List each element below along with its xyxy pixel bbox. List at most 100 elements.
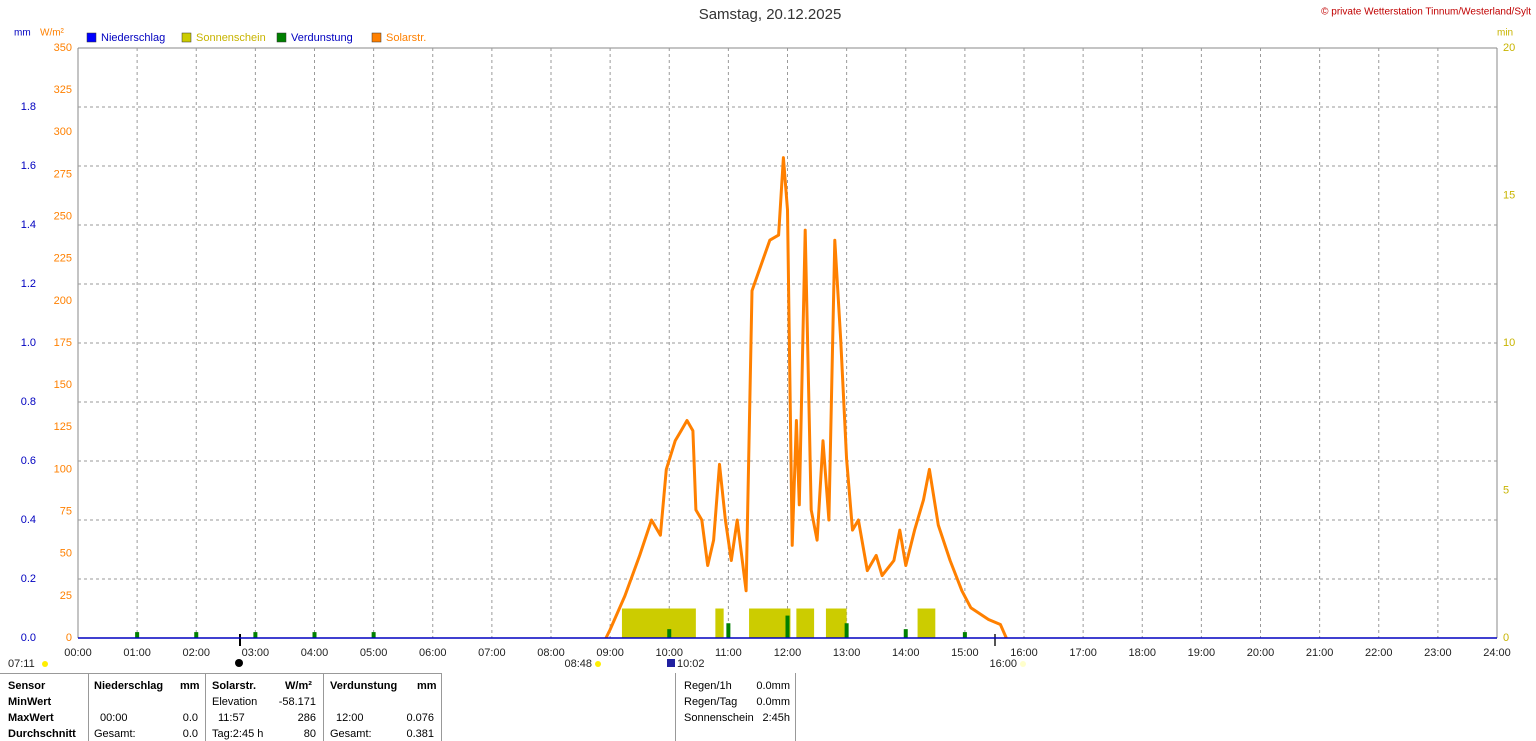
annotation: 16:00 [989, 658, 1017, 670]
y3-tick-label: 25 [60, 590, 72, 602]
x-tick-label: 13:00 [833, 647, 861, 659]
y-tick-label: 0.2 [21, 573, 36, 585]
y-tick-label: 1.8 [21, 101, 36, 113]
separator [0, 673, 441, 674]
table-cell: 0.0 [182, 712, 198, 724]
y3-tick-label: 275 [54, 168, 72, 180]
x-tick-label: 06:00 [419, 647, 447, 659]
x-tick-label: 07:00 [478, 647, 506, 659]
sunshine-bar [715, 608, 724, 638]
y3-tick-label: 150 [54, 379, 72, 391]
table-cell: 0.0mm [756, 696, 790, 708]
bar [253, 632, 258, 638]
bar [371, 632, 376, 638]
bar [903, 629, 908, 638]
x-tick-label: 02:00 [182, 647, 210, 659]
sun-icon [595, 661, 601, 667]
x-tick-label: 04:00 [301, 647, 329, 659]
y3-tick-label: 325 [54, 84, 72, 96]
legend-label: Niederschlag [101, 32, 165, 44]
bar [194, 632, 199, 638]
x-tick-label: 19:00 [1188, 647, 1216, 659]
x-tick-label: 24:00 [1483, 647, 1511, 659]
separator [323, 673, 324, 741]
x-tick-label: 14:00 [892, 647, 920, 659]
table-cell: 0.0 [182, 728, 198, 740]
bar [667, 629, 672, 638]
y-tick-label: 1.4 [21, 219, 36, 231]
y2-tick-label: 0 [1503, 632, 1509, 644]
bar [785, 615, 790, 638]
sunshine-bar [749, 608, 791, 638]
y3-tick-label: 175 [54, 337, 72, 349]
x-tick-label: 22:00 [1365, 647, 1393, 659]
separator [88, 673, 89, 741]
y-tick-label: 0.6 [21, 455, 36, 467]
table-cell: 2:45h [762, 712, 790, 724]
table-cell: Elevation [212, 696, 258, 708]
bar [135, 632, 140, 638]
table-cell: Durchschnitt [8, 728, 76, 740]
legend-swatch [181, 32, 192, 43]
x-tick-label: 16:00 [1010, 647, 1038, 659]
x-tick-label: 10:00 [655, 647, 683, 659]
sun-icon [1020, 661, 1026, 667]
x-tick-label: 15:00 [951, 647, 979, 659]
table-cell: 0.076 [406, 712, 434, 724]
annotation: 07:11 [8, 658, 35, 670]
x-tick-label: 05:00 [360, 647, 388, 659]
legend-label: Sonnenschein [196, 32, 266, 44]
sunshine-bar [796, 608, 815, 638]
credit: © private Wetterstation Tinnum/Westerlan… [1321, 7, 1531, 18]
bar [844, 623, 849, 638]
separator [441, 673, 442, 741]
legend-label: Solarstr. [386, 32, 426, 44]
sunshine-bar [621, 608, 696, 638]
y2-axis-label: min [1497, 28, 1513, 39]
y2-tick-label: 15 [1503, 189, 1515, 201]
sunshine-bar [917, 608, 936, 638]
table-cell: Tag:2:45 h [212, 728, 264, 740]
x-tick-label: 03:00 [242, 647, 270, 659]
table-cell: 0.381 [406, 728, 434, 740]
table-cell: Gesamt: [94, 728, 136, 740]
y-tick-label: 0.0 [21, 632, 36, 644]
legend-swatch [276, 32, 287, 43]
y-tick-label: 1.6 [21, 160, 36, 172]
legend-swatch [86, 32, 97, 43]
table-cell: W/m² [285, 680, 312, 692]
annotation: 08:48 [564, 658, 592, 670]
table-cell: 0.0mm [756, 680, 790, 692]
y2-tick-label: 5 [1503, 484, 1509, 496]
x-tick-label: 18:00 [1128, 647, 1156, 659]
table-cell: 80 [303, 728, 316, 740]
table-cell: Regen/1h [684, 680, 732, 692]
separator [795, 673, 796, 741]
y-tick-label: 1.2 [21, 278, 36, 290]
moon-icon [235, 659, 243, 667]
table-cell: Niederschlag [94, 680, 164, 692]
table-cell: MinWert [8, 696, 52, 708]
moon-icon [667, 659, 675, 667]
x-tick-label: 12:00 [774, 647, 802, 659]
x-tick-label: 00:00 [64, 647, 92, 659]
table-cell: -58.171 [278, 696, 316, 708]
y3-tick-label: 250 [54, 210, 72, 222]
y3-tick-label: 200 [54, 295, 72, 307]
table-cell: Verdunstung [330, 680, 398, 692]
y-axis-label: mm [14, 28, 31, 39]
y2-tick-label: 10 [1503, 337, 1515, 349]
table-cell: Gesamt: [330, 728, 372, 740]
legend-label: Verdunstung [291, 32, 353, 44]
bar [312, 632, 317, 638]
table-cell: Solarstr. [212, 680, 257, 692]
table-cell: Sensor [8, 680, 46, 692]
sun-icon [42, 661, 48, 667]
x-tick-label: 21:00 [1306, 647, 1334, 659]
table-cell: 12:00 [336, 712, 364, 724]
y3-tick-label: 300 [54, 126, 72, 138]
table-cell: mm [180, 680, 200, 692]
separator [675, 673, 676, 741]
